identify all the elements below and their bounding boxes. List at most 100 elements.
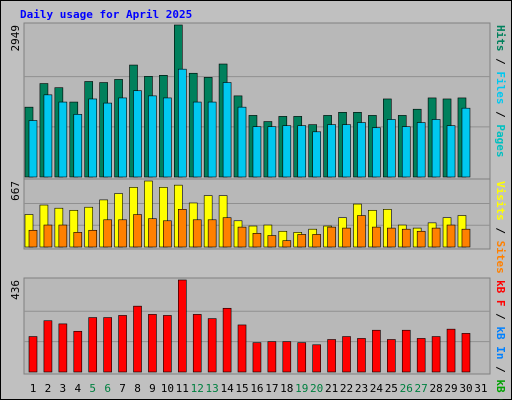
bar — [431, 336, 441, 373]
bar — [461, 107, 471, 178]
bar — [327, 124, 336, 178]
bar — [267, 126, 277, 178]
bar — [267, 235, 277, 248]
x-tick-label: 9 — [149, 382, 156, 395]
bar — [222, 307, 232, 373]
legend: Visits / Sites — [494, 181, 507, 274]
bar — [446, 125, 456, 178]
bar — [372, 226, 381, 248]
bar — [58, 224, 68, 248]
legend-entry: Hits — [494, 25, 507, 52]
bar — [207, 219, 217, 248]
bar — [58, 323, 68, 373]
bar — [282, 125, 292, 178]
bar — [118, 97, 127, 178]
bar — [163, 97, 172, 178]
bar — [88, 317, 98, 373]
bar — [192, 101, 202, 178]
bar — [103, 102, 112, 178]
legend-separator: / — [494, 105, 507, 125]
bar — [178, 279, 187, 373]
legend-entry: Sites — [494, 241, 507, 274]
bar — [237, 106, 247, 178]
x-tick-label: 27 — [415, 382, 428, 395]
bar — [297, 342, 307, 373]
bar — [431, 119, 441, 178]
bar — [446, 224, 456, 248]
bar — [103, 219, 112, 248]
y-tick-label: 2949 — [9, 25, 22, 52]
bar — [148, 95, 157, 178]
bar — [73, 232, 83, 248]
x-tick-label: 22 — [340, 382, 353, 395]
bar — [387, 227, 396, 248]
bar — [357, 338, 366, 373]
legend-entry: Pages — [494, 124, 507, 157]
bar — [133, 90, 142, 178]
bar — [342, 336, 351, 373]
bar — [28, 120, 38, 178]
bar — [252, 342, 262, 373]
x-tick-label: 26 — [400, 382, 413, 395]
bar — [207, 318, 217, 373]
bar — [282, 341, 292, 373]
chart-title: Daily usage for April 2025 — [20, 8, 192, 21]
bar — [372, 127, 381, 178]
legend-entry: kB In — [494, 326, 507, 359]
legend-entry: Visits — [494, 181, 507, 221]
x-tick-label: 1 — [30, 382, 37, 395]
bar — [73, 114, 83, 178]
x-tick-label: 11 — [176, 382, 189, 395]
bar — [282, 240, 292, 248]
bar — [192, 314, 202, 373]
x-tick-label: 14 — [220, 382, 234, 395]
bar — [28, 229, 38, 248]
bar — [312, 131, 321, 178]
bar — [163, 315, 172, 373]
bar — [118, 315, 127, 373]
legend-separator: / — [494, 52, 507, 72]
bar — [431, 227, 441, 248]
bar — [416, 338, 426, 373]
x-tick-label: 16 — [250, 382, 263, 395]
x-tick-label: 23 — [355, 382, 368, 395]
x-tick-label: 13 — [206, 382, 219, 395]
x-tick-label: 10 — [161, 382, 174, 395]
x-tick-label: 18 — [280, 382, 293, 395]
bar — [461, 228, 471, 248]
x-tick-label: 28 — [429, 382, 442, 395]
bar — [416, 122, 426, 178]
bar — [342, 227, 351, 248]
legend: kB F / kB In / kB Out — [494, 280, 507, 400]
bar — [222, 217, 232, 248]
bar — [357, 215, 366, 248]
bar — [118, 219, 127, 248]
x-tick-label: 15 — [235, 382, 248, 395]
bar — [401, 126, 411, 178]
x-tick-label: 6 — [104, 382, 111, 395]
legend-separator: / — [494, 221, 507, 241]
bar — [237, 226, 247, 248]
x-tick-label: 19 — [295, 382, 308, 395]
bar — [416, 230, 426, 248]
bar — [312, 234, 321, 248]
bar — [461, 333, 471, 373]
bar — [43, 224, 53, 248]
x-tick-label: 12 — [191, 382, 204, 395]
x-tick-label: 25 — [385, 382, 398, 395]
legend-entry: kB Out — [494, 379, 507, 400]
bar — [387, 339, 396, 373]
bar — [357, 122, 366, 178]
bar — [133, 214, 142, 248]
bar — [387, 119, 396, 178]
bar — [58, 101, 68, 178]
bar — [103, 317, 112, 373]
bar — [43, 320, 53, 373]
bar — [148, 314, 157, 373]
legend-separator: / — [494, 307, 507, 327]
bar — [133, 305, 142, 373]
x-tick-label: 2 — [45, 382, 52, 395]
x-tick-label: 17 — [265, 382, 278, 395]
bar — [148, 218, 157, 248]
